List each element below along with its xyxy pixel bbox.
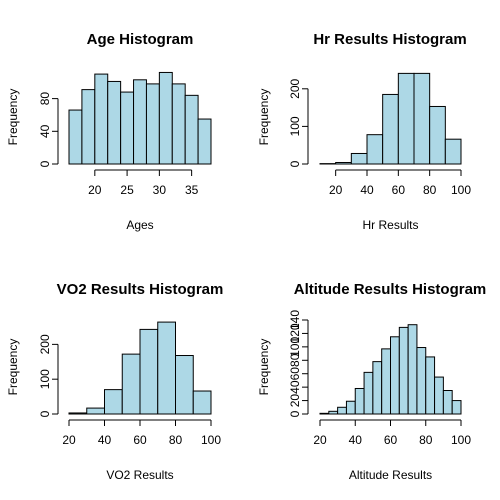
y-tick-label: 140: [288, 310, 302, 330]
x-tick-label: 40: [349, 433, 363, 447]
histogram-bar: [175, 355, 194, 415]
histogram-bar: [429, 105, 446, 165]
x-tick-label: 20: [62, 433, 76, 447]
histogram-bar: [413, 72, 431, 165]
histogram-bar: [444, 138, 462, 165]
y-tick-label: 80: [38, 92, 52, 106]
histogram-bar: [104, 389, 123, 415]
y-axis-label: Frequency: [257, 89, 271, 146]
histogram-bar: [442, 390, 453, 415]
x-tick-label: 20: [313, 433, 327, 447]
chart-title: Altitude Results Histogram: [294, 281, 487, 298]
y-tick-label: 0: [288, 160, 302, 167]
x-tick-label: 30: [153, 183, 167, 197]
x-tick-label: 100: [451, 183, 471, 197]
histogram-bar: [434, 376, 444, 415]
x-tick-label: 100: [201, 433, 221, 447]
histogram-panel-1: Age Histogram 20 25 30 35 0 40 80 Ages Frequency: [6, 31, 212, 232]
histogram-bar: [407, 324, 418, 415]
y-tick-label: 100: [288, 337, 302, 357]
y-tick-label: 200: [288, 78, 302, 98]
histogram-bar: [133, 79, 147, 165]
y-tick-label: 0: [38, 410, 52, 417]
chart-title: Hr Results Histogram: [313, 31, 466, 48]
y-tick-label: 120: [288, 323, 302, 343]
histogram-bar: [398, 326, 409, 415]
x-tick-label: 20: [88, 183, 102, 197]
x-tick-label: 60: [392, 183, 406, 197]
histogram-bar: [158, 71, 173, 165]
histogram-bar: [451, 400, 462, 415]
histogram-bar: [121, 353, 141, 415]
histogram-bar: [345, 400, 356, 415]
x-tick-label: 80: [419, 433, 433, 447]
x-tick-label: 40: [98, 433, 112, 447]
chart-title: VO2 Results Histogram: [57, 281, 224, 298]
histogram-bar: [139, 328, 159, 415]
y-axis-label: Frequency: [6, 339, 20, 396]
histogram-bar: [192, 390, 212, 415]
x-tick-label: 20: [329, 183, 343, 197]
histogram-bar: [354, 387, 365, 415]
x-tick-label: 60: [384, 433, 398, 447]
histogram-bar: [337, 406, 347, 415]
histogram-bar: [68, 109, 83, 165]
histogram-bar: [381, 348, 391, 415]
histogram-bar: [145, 83, 160, 165]
y-tick-label: 20: [288, 394, 302, 408]
histogram-bar: [94, 73, 109, 165]
histogram-bar: [68, 412, 88, 415]
histogram-bar: [350, 152, 368, 165]
x-tick-label: 100: [451, 433, 471, 447]
y-tick-label: 40: [288, 380, 302, 394]
x-tick-label: 25: [120, 183, 134, 197]
histogram-bar: [390, 336, 400, 415]
histogram-bar: [319, 412, 330, 415]
histogram-bar: [372, 361, 383, 415]
histogram-bar: [416, 347, 427, 415]
x-axis-label: Hr Results: [362, 218, 418, 232]
y-tick-label: 0: [288, 410, 302, 417]
y-tick-label: 80: [288, 353, 302, 367]
histogram-bar: [363, 371, 374, 415]
histogram-bar: [107, 80, 122, 165]
y-axis-label: Frequency: [257, 339, 271, 396]
y-tick-label: 60: [288, 367, 302, 381]
histogram-bar: [157, 321, 176, 415]
histogram-bar: [366, 134, 384, 165]
y-axis-label: Frequency: [6, 89, 20, 146]
y-tick-label: 40: [38, 124, 52, 138]
histogram-bar: [81, 89, 96, 165]
x-tick-label: 35: [185, 183, 199, 197]
histogram-bar: [184, 94, 199, 165]
histogram-panel-2: Hr Results Histogram 20 40 60 80 100 0 100 200 Hr…: [257, 31, 471, 232]
histogram-bar: [328, 410, 339, 415]
histogram-bar: [335, 161, 352, 165]
y-tick-label: 100: [288, 116, 302, 136]
y-tick-label: 100: [38, 369, 52, 389]
x-tick-label: 40: [360, 183, 374, 197]
histogram-bar: [171, 83, 186, 165]
y-tick-label: 200: [38, 334, 52, 354]
x-tick-label: 80: [423, 183, 437, 197]
histogram-bar: [397, 72, 415, 165]
histogram-bar: [425, 356, 436, 415]
y-tick-label: 0: [38, 160, 52, 167]
histogram-bar: [382, 93, 399, 165]
x-axis-label: Ages: [126, 218, 153, 232]
histogram-bar: [197, 118, 212, 165]
x-tick-label: 60: [133, 433, 147, 447]
histogram-bar: [120, 91, 135, 165]
histogram-panel-3: VO2 Results Histogram 20 40 60 80 100 0 100 200 V…: [6, 281, 223, 482]
histogram-bar: [86, 407, 105, 415]
x-axis-label: VO2 Results: [106, 468, 173, 482]
x-tick-label: 80: [169, 433, 183, 447]
x-axis-label: Altitude Results: [349, 468, 432, 482]
chart-title: Age Histogram: [87, 31, 194, 48]
